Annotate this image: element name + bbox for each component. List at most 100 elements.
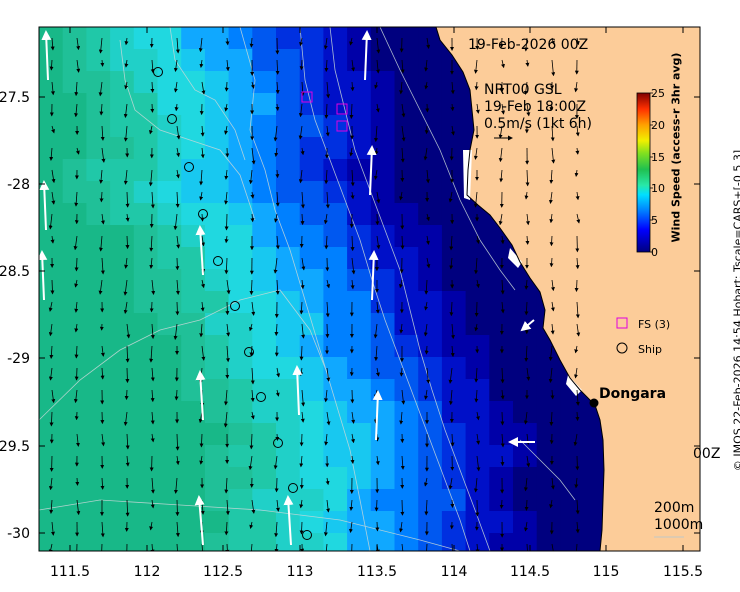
- wind-vector-large: [194, 495, 205, 546]
- wind-speed-cell: [441, 511, 467, 534]
- wind-speed-cell: [157, 401, 182, 424]
- wind-vector: [450, 433, 455, 447]
- wind-speed-cell: [39, 291, 64, 314]
- wind-speed-cell: [62, 159, 87, 182]
- wind-speed-cell: [347, 115, 372, 138]
- wind-speed-cell: [133, 533, 159, 551]
- forecast-model: NRT00 GSL: [484, 82, 562, 98]
- wind-speed-cell: [465, 423, 490, 446]
- wind-speed-cell: [157, 159, 182, 182]
- wind-vector: [401, 125, 406, 142]
- wind-vector: [350, 191, 355, 200]
- wind-vector: [575, 257, 580, 270]
- wind-vector: [101, 147, 106, 163]
- wind-speed-cell: [370, 291, 396, 314]
- wind-vector: [575, 389, 580, 406]
- wind-speed-cell: [418, 533, 443, 551]
- wind-speed-cell: [157, 489, 182, 512]
- wind-speed-cell: [133, 49, 159, 72]
- credit-text: © IMOS 22-Feb-2026 14:54 Hobart; Tscale=…: [731, 149, 740, 471]
- wind-speed-cell: [133, 401, 159, 424]
- wind-speed-cell: [181, 159, 206, 182]
- wind-speed-cell: [323, 93, 348, 116]
- wind-speed-cell: [323, 27, 348, 50]
- wind-speed-cell: [370, 313, 396, 336]
- wind-speed-cell: [133, 181, 159, 204]
- wind-vector: [376, 235, 381, 250]
- wind-speed-cell: [252, 137, 277, 160]
- wind-speed-cell: [441, 291, 467, 314]
- wind-vector-large: [195, 370, 206, 421]
- wind-speed-cell: [204, 225, 230, 248]
- wind-speed-cell: [181, 467, 206, 490]
- wind-speed-cell: [157, 115, 182, 138]
- wind-vector: [225, 345, 230, 363]
- wind-vector-large: [283, 495, 294, 546]
- wind-vector: [525, 169, 530, 187]
- wind-speed-cell: [347, 93, 372, 116]
- wind-vector: [348, 521, 353, 534]
- wind-vector: [173, 323, 178, 341]
- wind-vector: [524, 37, 529, 52]
- wind-vector: [225, 301, 230, 316]
- wind-speed-cell: [465, 511, 490, 534]
- wind-speed-cell: [299, 291, 324, 314]
- wind-speed-cell: [133, 511, 159, 534]
- wind-vector: [448, 191, 453, 203]
- wind-vector: [73, 235, 78, 251]
- wind-speed-cell: [323, 335, 348, 358]
- x-tick-label: 113: [287, 564, 314, 580]
- wind-vector: [375, 103, 380, 113]
- wind-vector: [48, 543, 53, 551]
- wind-speed-cell: [86, 291, 111, 314]
- wind-speed-cell: [204, 71, 230, 94]
- wind-speed-cell: [86, 247, 111, 270]
- wind-speed-cell: [299, 533, 324, 551]
- wind-speed-cell: [299, 445, 324, 468]
- wind-speed-cell: [86, 203, 111, 226]
- wind-vector: [501, 59, 505, 69]
- wind-vector: [550, 301, 555, 312]
- wind-vector: [48, 301, 53, 312]
- wind-speed-cell: [228, 269, 253, 292]
- map-title: 19-Feb-2026 00Z: [468, 37, 589, 53]
- wind-speed-cell: [181, 247, 206, 270]
- wind-speed-cell: [418, 225, 443, 248]
- wind-vector: [451, 125, 455, 136]
- wind-speed-cell: [228, 313, 253, 336]
- wind-vector: [574, 367, 578, 379]
- wind-vector: [399, 411, 404, 425]
- wind-speed-cell: [39, 489, 64, 512]
- wind-vector: [198, 37, 203, 53]
- wind-speed-cell: [299, 467, 324, 490]
- wind-vector: [324, 235, 329, 250]
- wind-speed-cell: [489, 269, 514, 292]
- wind-vector: [376, 191, 381, 204]
- wind-speed-cell: [86, 313, 111, 336]
- wind-vector: [299, 301, 304, 315]
- wind-speed-cell: [204, 401, 230, 424]
- wind-speed-cell: [441, 445, 467, 468]
- wind-vector: [450, 499, 455, 508]
- ship-marker: [230, 301, 240, 311]
- wind-vector: [275, 433, 280, 441]
- wind-speed-cell: [347, 291, 372, 314]
- wind-vector: [226, 279, 231, 295]
- wind-speed-cell: [276, 27, 301, 50]
- wind-speed-cell: [441, 181, 467, 204]
- wind-vector: [500, 367, 505, 384]
- wind-vector: [123, 411, 128, 426]
- wind-vector: [74, 323, 79, 333]
- wind-speed-cell: [157, 93, 182, 116]
- wind-vector: [324, 169, 329, 185]
- wind-speed-cell: [560, 445, 585, 468]
- wind-vector: [475, 543, 480, 551]
- wind-vector: [524, 345, 529, 362]
- wind-vector: [324, 389, 329, 403]
- wind-vector: [574, 169, 579, 177]
- wind-speed-cell: [39, 445, 64, 468]
- wind-speed-cell: [39, 357, 64, 380]
- wind-speed-cell: [560, 511, 585, 534]
- wind-vector: [298, 125, 303, 140]
- wind-vector: [174, 103, 179, 112]
